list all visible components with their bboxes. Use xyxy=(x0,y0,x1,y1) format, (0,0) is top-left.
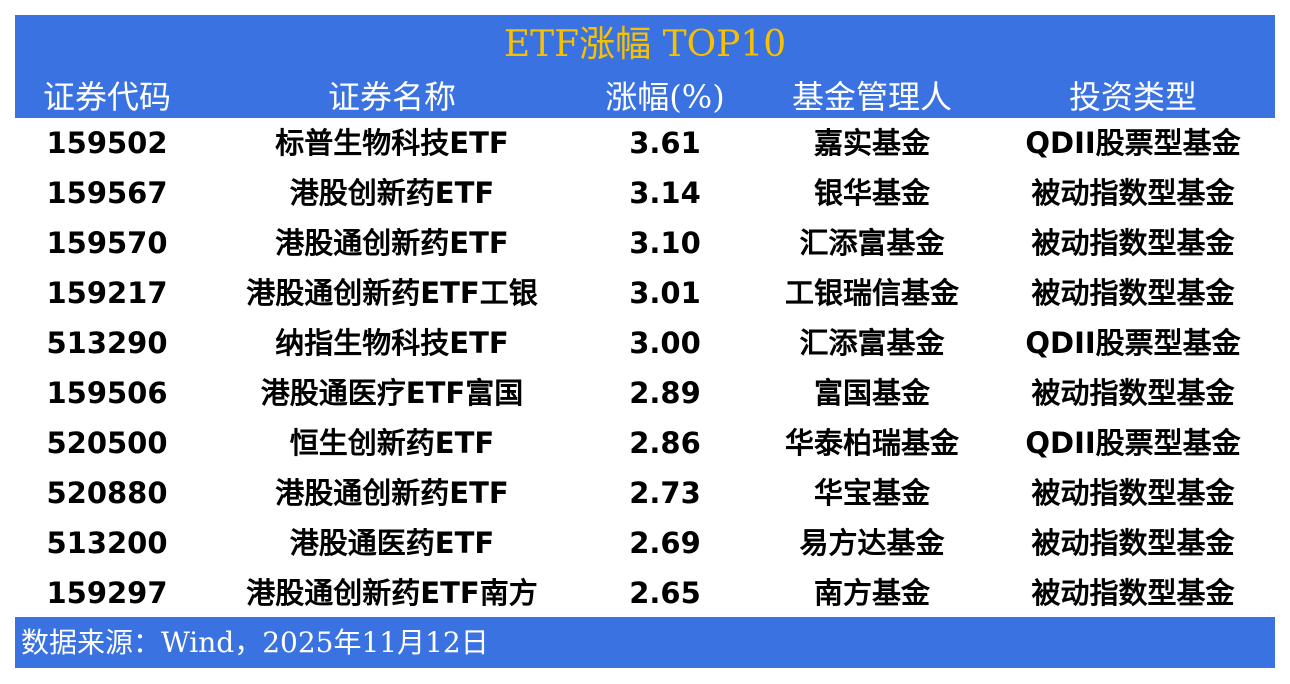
table-row: 513290 纳指生物科技ETF 3.00 汇添富基金 QDII股票型基金 xyxy=(15,318,1275,368)
name-cell: 港股通创新药ETF南方 xyxy=(246,576,538,610)
column-headers: 证券代码 证券名称 涨幅(%) 基金管理人 投资类型 xyxy=(15,75,1275,119)
table-body: 159502 标普生物科技ETF 3.61 嘉实基金 QDII股票型基金 159567 港股… xyxy=(15,118,1275,618)
table-row: 159297 港股通创新药ETF南方 2.65 南方基金 被动指数型基金 xyxy=(15,568,1275,618)
manager-cell: 汇添富基金 xyxy=(799,226,945,260)
type-cell: 被动指数型基金 xyxy=(1031,226,1235,260)
type-cell: 被动指数型基金 xyxy=(1031,576,1235,610)
change-cell: 3.14 xyxy=(629,176,701,210)
manager-cell: 易方达基金 xyxy=(799,526,945,560)
name-cell: 港股通创新药ETF工银 xyxy=(246,276,538,310)
code-cell: 159506 xyxy=(46,376,168,410)
type-cell: QDII股票型基金 xyxy=(1025,126,1241,160)
type-cell: QDII股票型基金 xyxy=(1025,426,1241,460)
manager-cell: 富国基金 xyxy=(813,376,931,410)
manager-cell: 嘉实基金 xyxy=(813,126,931,160)
name-cell: 恒生创新药ETF xyxy=(289,426,495,460)
name-cell: 纳指生物科技ETF xyxy=(275,326,509,360)
code-cell: 513290 xyxy=(46,326,168,360)
code-cell: 159567 xyxy=(46,176,168,210)
type-cell: QDII股票型基金 xyxy=(1025,326,1241,360)
type-cell: 被动指数型基金 xyxy=(1031,176,1235,210)
change-cell: 2.69 xyxy=(629,526,701,560)
change-cell: 2.89 xyxy=(629,376,701,410)
change-cell: 2.86 xyxy=(629,426,701,460)
name-cell: 港股通创新药ETF xyxy=(275,226,509,260)
name-cell: 港股创新药ETF xyxy=(289,176,495,210)
table-row: 513200 港股通医药ETF 2.69 易方达基金 被动指数型基金 xyxy=(15,518,1275,568)
table-row: 159570 港股通创新药ETF 3.10 汇添富基金 被动指数型基金 xyxy=(15,218,1275,268)
type-cell: 被动指数型基金 xyxy=(1031,476,1235,510)
header-code: 证券代码 xyxy=(42,78,172,116)
type-cell: 被动指数型基金 xyxy=(1031,526,1235,560)
code-cell: 520500 xyxy=(46,426,168,460)
header-change: 涨幅(%) xyxy=(605,78,725,116)
code-cell: 520880 xyxy=(46,476,168,510)
type-cell: 被动指数型基金 xyxy=(1031,376,1235,410)
table-row: 159567 港股创新药ETF 3.14 银华基金 被动指数型基金 xyxy=(15,168,1275,218)
manager-cell: 工银瑞信基金 xyxy=(784,276,960,310)
manager-cell: 华宝基金 xyxy=(813,476,931,510)
table-row: 159506 港股通医疗ETF富国 2.89 富国基金 被动指数型基金 xyxy=(15,368,1275,418)
code-cell: 159570 xyxy=(46,226,168,260)
name-cell: 标普生物科技ETF xyxy=(275,126,509,160)
type-cell: 被动指数型基金 xyxy=(1031,276,1235,310)
table-title: ETF涨幅 TOP10 xyxy=(503,24,787,65)
change-cell: 2.73 xyxy=(629,476,701,510)
name-cell: 港股通创新药ETF xyxy=(275,476,509,510)
manager-cell: 南方基金 xyxy=(813,576,931,610)
name-cell: 港股通医疗ETF富国 xyxy=(260,376,524,410)
change-cell: 3.01 xyxy=(629,276,701,310)
header-name: 证券名称 xyxy=(327,78,457,116)
header-manager: 基金管理人 xyxy=(791,78,953,116)
table-header: ETF涨幅 TOP10 证券代码 证券名称 涨幅(%) 基金管理人 投资类型 xyxy=(15,15,1275,118)
manager-cell: 银华基金 xyxy=(813,176,931,210)
table-row: 159502 标普生物科技ETF 3.61 嘉实基金 QDII股票型基金 xyxy=(15,118,1275,168)
table-row: 520880 港股通创新药ETF 2.73 华宝基金 被动指数型基金 xyxy=(15,468,1275,518)
code-cell: 159217 xyxy=(46,276,168,310)
table-row: 159217 港股通创新药ETF工银 3.01 工银瑞信基金 被动指数型基金 xyxy=(15,268,1275,318)
code-cell: 159502 xyxy=(46,126,168,160)
source-footer: 数据来源：Wind，2025年11月12日 xyxy=(15,617,1275,668)
header-type: 投资类型 xyxy=(1068,78,1198,116)
table-row: 520500 恒生创新药ETF 2.86 华泰柏瑞基金 QDII股票型基金 xyxy=(15,418,1275,468)
code-cell: 159297 xyxy=(46,576,168,610)
change-cell: 3.00 xyxy=(629,326,701,360)
change-cell: 3.61 xyxy=(629,126,701,160)
name-cell: 港股通医药ETF xyxy=(289,526,495,560)
change-cell: 3.10 xyxy=(629,226,701,260)
manager-cell: 华泰柏瑞基金 xyxy=(784,426,960,460)
change-cell: 2.65 xyxy=(629,576,701,610)
code-cell: 513200 xyxy=(46,526,168,560)
source-text: 数据来源：Wind，2025年11月12日 xyxy=(21,626,489,659)
manager-cell: 汇添富基金 xyxy=(799,326,945,360)
